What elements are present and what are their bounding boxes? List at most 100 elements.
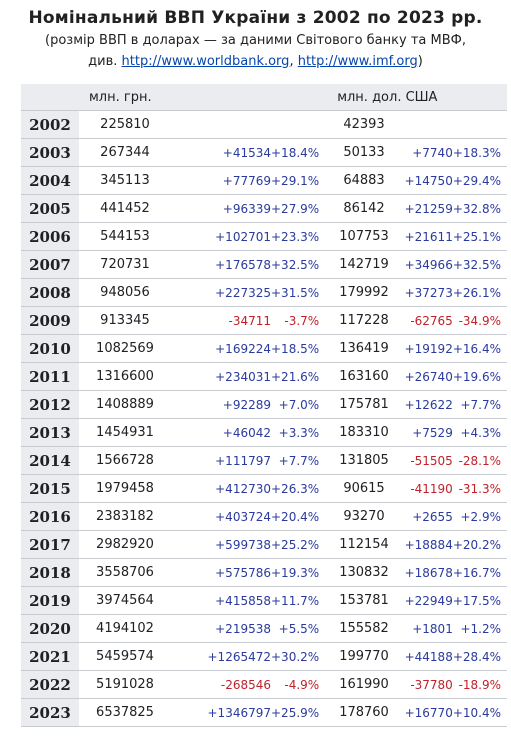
usd-value-cell: 130832 (337, 558, 389, 587)
usd-percent-cell: +32.8% (452, 194, 508, 223)
uah-value-cell: 1566728 (79, 446, 175, 475)
usd-delta-cell: -37780 (388, 670, 453, 699)
usd-percent-cell: -18.9% (452, 670, 508, 699)
usd-delta-cell: -51505 (388, 446, 453, 475)
worldbank-link[interactable]: http://www.worldbank.org (121, 54, 290, 69)
usd-percent-cell: +25.1% (452, 222, 508, 251)
uah-percent-cell: +25.2% (271, 530, 338, 559)
uah-delta-cell: -268546 (175, 670, 271, 699)
uah-delta-cell: -34711 (175, 306, 271, 335)
usd-delta-cell: +2655 (388, 502, 453, 531)
uah-percent-cell: -4.9% (271, 670, 338, 699)
gdp-table: млн. грн. млн. дол. США 2002 225810 42393 2… (21, 84, 508, 727)
year-cell: 2005 (21, 194, 79, 223)
uah-percent-cell: +18.5% (271, 334, 338, 363)
uah-value-cell: 1979458 (79, 474, 175, 503)
usd-percent-cell: -34.9% (452, 306, 508, 335)
usd-delta-cell: +1801 (388, 614, 453, 643)
year-cell: 2011 (21, 362, 79, 391)
usd-value-cell: 161990 (337, 670, 389, 699)
year-cell: 2010 (21, 334, 79, 363)
uah-delta-cell: +599738 (175, 530, 271, 559)
usd-percent-cell: +2.9% (452, 502, 508, 531)
usd-percent-cell: -28.1% (452, 446, 508, 475)
uah-delta-cell: +92289 (175, 390, 271, 419)
uah-value-cell: 913345 (79, 306, 175, 335)
year-cell: 2019 (21, 586, 79, 615)
table-row: 2006 544153 +102701 +23.3% 107753 +21611 +25.1… (21, 222, 508, 251)
year-cell: 2013 (21, 418, 79, 447)
year-cell: 2015 (21, 474, 79, 503)
uah-percent-cell: +5.5% (271, 614, 338, 643)
usd-value-cell: 90615 (337, 474, 389, 503)
uah-delta-cell: +46042 (175, 418, 271, 447)
usd-value-cell: 136419 (337, 334, 389, 363)
year-cell: 2009 (21, 306, 79, 335)
uah-percent-cell: +11.7% (271, 586, 338, 615)
table-row: 2018 3558706 +575786 +19.3% 130832 +18678 +16.… (21, 558, 508, 587)
uah-delta-cell: +575786 (175, 558, 271, 587)
year-cell: 2008 (21, 278, 79, 307)
table-row: 2005 441452 +96339 +27.9% 86142 +21259 +32.8% (21, 194, 508, 223)
usd-percent-cell: +28.4% (452, 642, 508, 671)
uah-value-cell: 2982920 (79, 530, 175, 559)
usd-value-cell: 50133 (337, 138, 389, 167)
usd-delta-cell: +34966 (388, 250, 453, 279)
usd-value-cell: 93270 (337, 502, 389, 531)
usd-delta-cell: +18678 (388, 558, 453, 587)
usd-percent-cell (452, 110, 508, 139)
uah-percent-cell: +29.1% (271, 166, 338, 195)
usd-delta-cell: -41190 (388, 474, 453, 503)
year-cell: 2020 (21, 614, 79, 643)
uah-value-cell: 2383182 (79, 502, 175, 531)
uah-value-cell: 4194102 (79, 614, 175, 643)
usd-value-cell: 112154 (337, 530, 389, 559)
table-row: 2013 1454931 +46042 +3.3% 183310 +7529 +4.3% (21, 418, 508, 447)
uah-value-cell: 5191028 (79, 670, 175, 699)
header-usd: млн. дол. США (337, 84, 508, 111)
uah-value-cell: 267344 (79, 138, 175, 167)
year-cell: 2017 (21, 530, 79, 559)
usd-delta-cell: +12622 (388, 390, 453, 419)
usd-percent-cell: +26.1% (452, 278, 508, 307)
table-row: 2003 267344 +41534 +18.4% 50133 +7740 +18.3% (21, 138, 508, 167)
subtitle-prefix: див. (88, 54, 118, 69)
year-cell: 2018 (21, 558, 79, 587)
uah-percent-cell: +20.4% (271, 502, 338, 531)
uah-value-cell: 5459574 (79, 642, 175, 671)
year-cell: 2006 (21, 222, 79, 251)
subtitle-separator: , (289, 54, 294, 69)
usd-delta-cell: +7529 (388, 418, 453, 447)
subtitle-suffix: ) (417, 54, 423, 69)
uah-delta-cell: +234031 (175, 362, 271, 391)
uah-delta-cell: +1346797 (175, 698, 271, 727)
usd-percent-cell: +29.4% (452, 166, 508, 195)
usd-percent-cell: +18.3% (452, 138, 508, 167)
usd-percent-cell: +4.3% (452, 418, 508, 447)
uah-percent-cell: +21.6% (271, 362, 338, 391)
usd-value-cell: 64883 (337, 166, 389, 195)
table-row: 2002 225810 42393 (21, 110, 508, 139)
uah-percent-cell: +31.5% (271, 278, 338, 307)
uah-delta-cell (175, 110, 271, 139)
usd-value-cell: 131805 (337, 446, 389, 475)
uah-value-cell: 3558706 (79, 558, 175, 587)
table-row: 2012 1408889 +92289 +7.0% 175781 +12622 +7.7% (21, 390, 508, 419)
uah-delta-cell: +403724 (175, 502, 271, 531)
uah-percent-cell: +32.5% (271, 250, 338, 279)
table-row: 2010 1082569 +169224 +18.5% 136419 +19192 +16.… (21, 334, 508, 363)
usd-value-cell: 179992 (337, 278, 389, 307)
uah-delta-cell: +169224 (175, 334, 271, 363)
imf-link[interactable]: http://www.imf.org (297, 54, 418, 69)
uah-percent-cell: +7.0% (271, 390, 338, 419)
usd-delta-cell: +44188 (388, 642, 453, 671)
usd-value-cell: 183310 (337, 418, 389, 447)
uah-delta-cell: +1265472 (175, 642, 271, 671)
uah-delta-cell: +96339 (175, 194, 271, 223)
table-row: 2021 5459574 +1265472 +30.2% 199770 +44188 +28… (21, 642, 508, 671)
table-row: 2019 3974564 +415858 +11.7% 153781 +22949 +17.… (21, 586, 508, 615)
usd-delta-cell: +18884 (388, 530, 453, 559)
usd-value-cell: 178760 (337, 698, 389, 727)
year-cell: 2022 (21, 670, 79, 699)
year-cell: 2014 (21, 446, 79, 475)
